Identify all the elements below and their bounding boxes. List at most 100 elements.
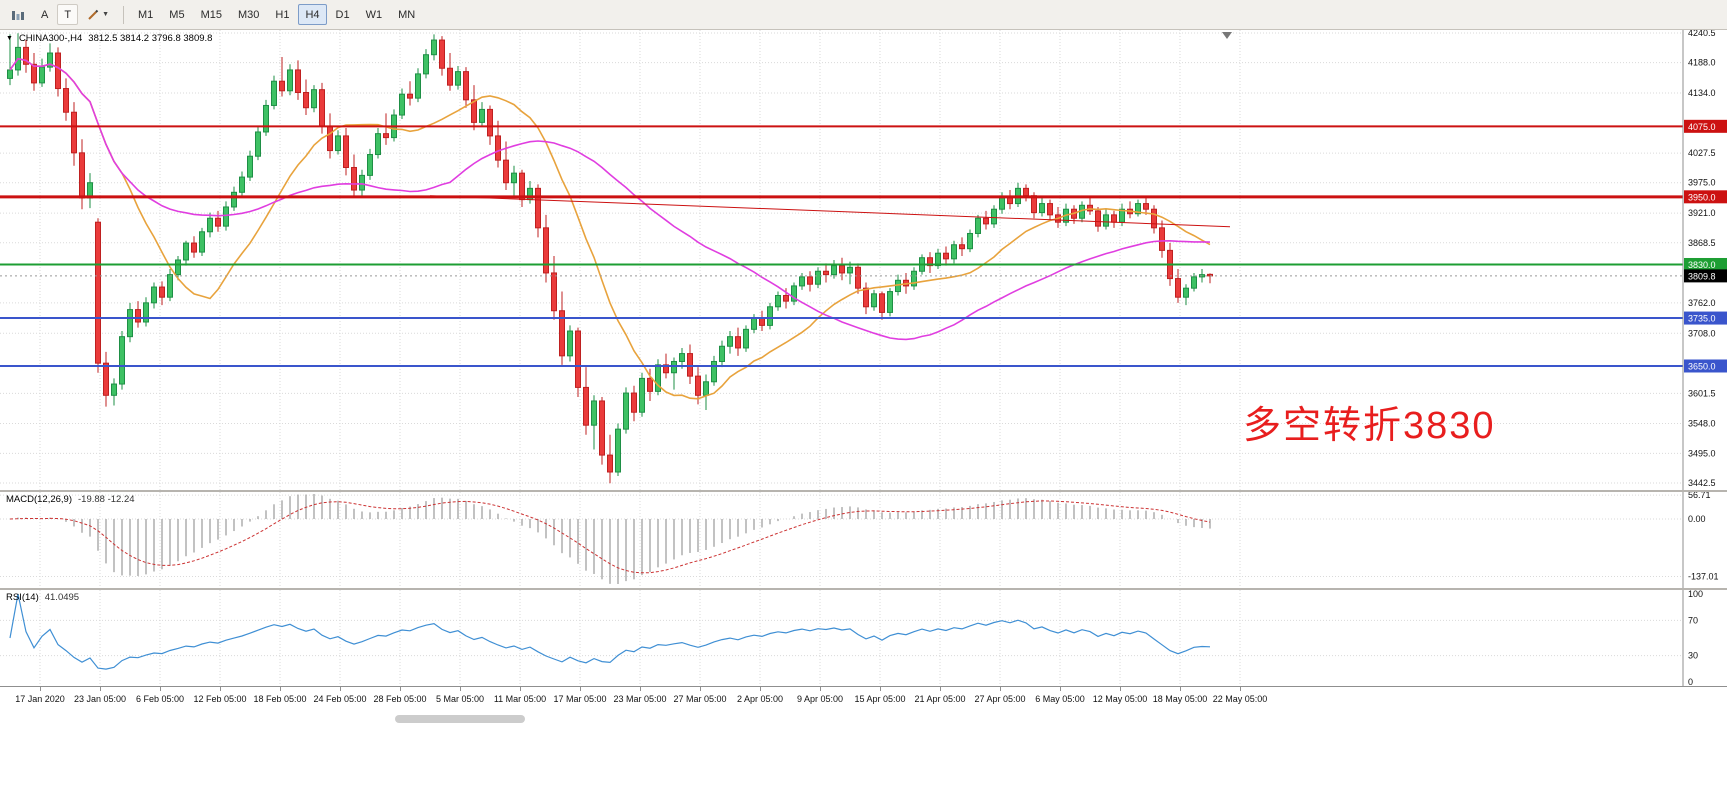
timeframe-h4-button[interactable]: H4 — [298, 4, 327, 25]
rsi-indicator-canvas[interactable]: 100 70 30 0 — [0, 590, 1727, 686]
price-axis-label: 3762.0 — [1688, 298, 1716, 308]
time-axis-label: 27 Mar 05:00 — [673, 694, 727, 704]
chevron-down-icon: ▼ — [102, 10, 110, 18]
time-tick — [280, 687, 281, 691]
time-axis[interactable]: 17 Jan 2020 23 Jan 05:00 6 Feb 05:00 12 Feb… — [0, 686, 1727, 712]
time-tick — [460, 687, 461, 691]
price-axis-label: 4027.5 — [1688, 148, 1716, 158]
price-badge-label: 3735.0 — [1688, 314, 1716, 324]
time-axis-label: 6 Feb 05:00 — [135, 694, 185, 704]
price-axis-label: 3495.0 — [1688, 448, 1716, 458]
time-tick — [1240, 687, 1241, 691]
time-tick — [760, 687, 761, 691]
timeframe-m1-button[interactable]: M1 — [131, 4, 160, 25]
time-axis-label: 23 Mar 05:00 — [613, 694, 667, 704]
symbol-header: ▼ CHINA300-,H4 3812.5 3814.2 3796.8 3809… — [6, 33, 212, 44]
time-tick — [940, 687, 941, 691]
time-axis-label: 22 May 05:00 — [1212, 694, 1268, 704]
rsi-value: 41.0495 — [44, 592, 80, 603]
chart-bars-icon[interactable] — [4, 4, 32, 25]
price-axis-label: 3921.0 — [1688, 208, 1716, 218]
time-axis-label: 28 Feb 05:00 — [373, 694, 427, 704]
time-axis-label: 11 Mar 05:00 — [493, 694, 547, 704]
ohlc-readout: 3812.5 3814.2 3796.8 3809.8 — [88, 33, 213, 44]
macd-indicator-canvas[interactable]: 56.71 0.00 -137.01 — [0, 492, 1727, 588]
time-axis-label: 17 Mar 05:00 — [553, 694, 607, 704]
time-tick — [700, 687, 701, 691]
time-tick — [160, 687, 161, 691]
price-axis-label: 3975.0 — [1688, 178, 1716, 188]
time-axis-label: 17 Jan 2020 — [15, 694, 65, 704]
time-tick — [880, 687, 881, 691]
timeframe-h1-button[interactable]: H1 — [268, 4, 296, 25]
time-axis-label: 12 May 05:00 — [1092, 694, 1148, 704]
time-tick — [1180, 687, 1181, 691]
macd-values: -19.88 -12.24 — [78, 494, 135, 505]
descending-trendline[interactable] — [429, 195, 1231, 228]
symbol-dropdown-icon[interactable]: ▼ — [6, 35, 13, 42]
price-badge — [1684, 359, 1727, 373]
time-axis-label: 9 Apr 05:00 — [796, 694, 844, 704]
time-tick — [580, 687, 581, 691]
time-axis-label: 15 Apr 05:00 — [854, 694, 906, 704]
rsi-axis-label: 70 — [1688, 615, 1698, 625]
toolbar-separator — [123, 5, 125, 24]
horizontal-scrollbar-thumb[interactable] — [395, 715, 525, 723]
rsi-line — [9, 593, 1211, 670]
panel-divider[interactable] — [0, 588, 1727, 590]
price-badge — [1684, 190, 1727, 204]
price-axis-label: 3442.5 — [1688, 478, 1716, 488]
price-badge — [1684, 269, 1727, 283]
price-axis-label: 4240.5 — [1688, 30, 1716, 38]
time-axis-label: 6 May 05:00 — [1035, 694, 1085, 704]
price-axis-label: 3601.5 — [1688, 388, 1716, 398]
time-axis-label: 23 Jan 05:00 — [73, 694, 127, 704]
chart-annotation-text[interactable]: 多空转折3830 — [1243, 405, 1496, 447]
time-axis-label: 18 Feb 05:00 — [253, 694, 307, 704]
timeframe-m5-button[interactable]: M5 — [162, 4, 191, 25]
macd-signal-line — [9, 500, 1211, 574]
time-tick — [340, 687, 341, 691]
pencil-icon — [88, 9, 99, 20]
timeframe-mn-button[interactable]: MN — [391, 4, 422, 25]
price-badge-label: 3830.0 — [1688, 260, 1716, 270]
timeframe-d1-button[interactable]: D1 — [329, 4, 357, 25]
text-frame-tool-button[interactable]: T — [57, 4, 79, 25]
time-tick — [1060, 687, 1061, 691]
timeframe-m15-button[interactable]: M15 — [194, 4, 229, 25]
bar-chart-icon — [12, 10, 24, 20]
time-axis-label: 24 Feb 05:00 — [313, 694, 367, 704]
macd-header: MACD(12,26,9) -19.88 -12.24 — [6, 494, 135, 505]
bottom-strip — [0, 712, 1727, 790]
price-badge-label: 4075.0 — [1688, 122, 1716, 132]
time-axis-label: 27 Apr 05:00 — [974, 694, 1026, 704]
time-tick — [400, 687, 401, 691]
timeframe-w1-button[interactable]: W1 — [359, 4, 390, 25]
time-axis-label: 21 Apr 05:00 — [914, 694, 966, 704]
time-axis-label: 2 Apr 05:00 — [736, 694, 784, 704]
price-axis-label: 3868.5 — [1688, 238, 1716, 248]
time-axis-label: 5 Mar 05:00 — [435, 694, 485, 704]
panel-divider[interactable] — [0, 490, 1727, 492]
time-tick — [40, 687, 41, 691]
time-tick — [1120, 687, 1121, 691]
drawing-tools-dropdown[interactable]: ▼ — [80, 4, 116, 25]
price-badge-label: 3950.0 — [1688, 192, 1716, 202]
time-tick — [220, 687, 221, 691]
price-badge — [1684, 257, 1727, 271]
price-badge-label: 3650.0 — [1688, 361, 1716, 371]
time-axis-label: 12 Feb 05:00 — [193, 694, 247, 704]
symbol-title: CHINA300-,H4 — [18, 33, 83, 44]
rsi-axis-label: 100 — [1688, 590, 1703, 599]
chart-shift-marker[interactable] — [1222, 32, 1232, 39]
price-axis[interactable]: 4240.5 4188.0 4134.0 4027.5 3975.0 3921.0 3868… — [1682, 30, 1727, 490]
price-axis-label: 4134.0 — [1688, 88, 1716, 98]
timeframe-m30-button[interactable]: M30 — [231, 4, 266, 25]
text-label-tool-button[interactable]: A — [34, 4, 55, 25]
macd-axis-label: 0.00 — [1688, 514, 1706, 524]
rsi-axis-label: 0 — [1688, 677, 1693, 686]
moving-averages-layer — [9, 57, 1211, 400]
macd-axis-label: -137.01 — [1688, 572, 1719, 582]
horizontal-levels-layer[interactable] — [0, 125, 1683, 367]
price-chart-canvas[interactable]: 4240.5 4188.0 4134.0 4027.5 3975.0 3921.0 3868… — [0, 30, 1727, 490]
